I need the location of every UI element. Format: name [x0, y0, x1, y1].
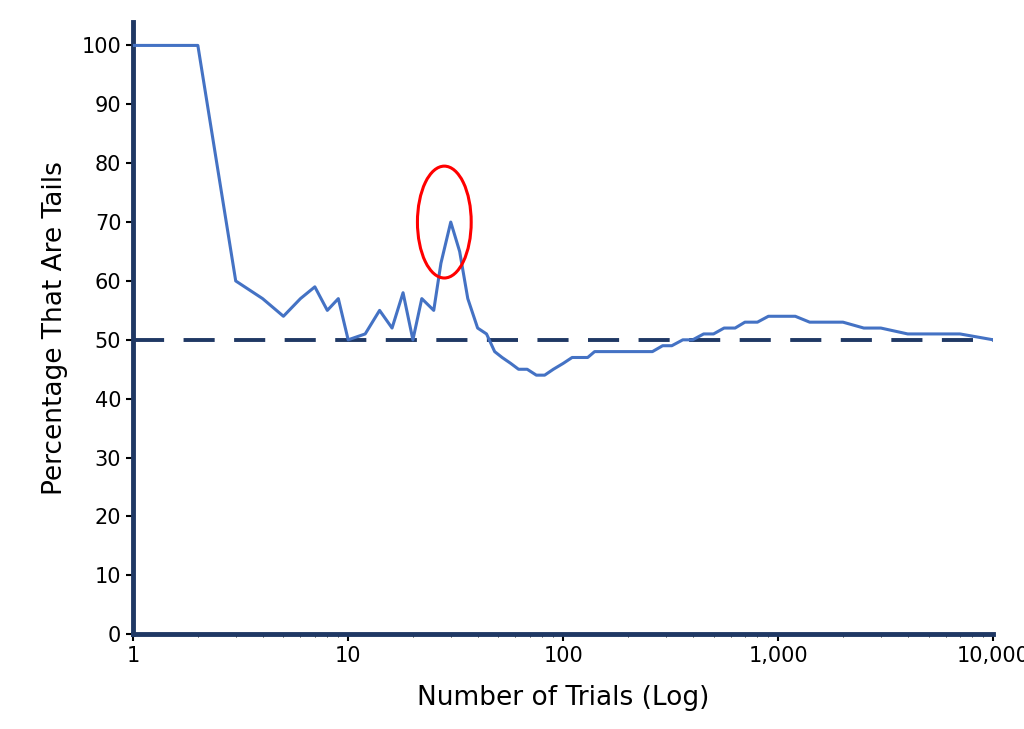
Y-axis label: Percentage That Are Tails: Percentage That Are Tails	[42, 161, 68, 495]
X-axis label: Number of Trials (Log): Number of Trials (Log)	[417, 685, 710, 712]
